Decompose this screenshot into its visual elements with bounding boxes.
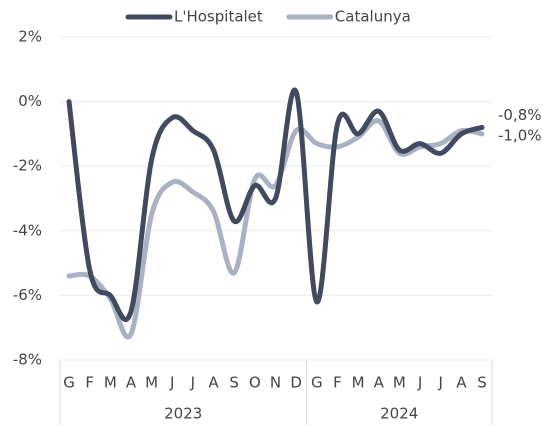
end-label: -1,0% <box>498 126 542 144</box>
x-tick-label: J <box>169 374 174 392</box>
x-tick-label: G <box>63 374 75 392</box>
x-tick-label: M <box>145 374 158 392</box>
x-tick-label: G <box>311 374 323 392</box>
y-tick-label: -8% <box>13 351 42 369</box>
x-tick-label: S <box>229 374 239 392</box>
x-tick-label: A <box>374 374 385 392</box>
x-tick-label: F <box>333 374 342 392</box>
legend-label: Catalunya <box>335 8 411 26</box>
x-tick-label: A <box>456 374 467 392</box>
y-tick-label: 0% <box>18 92 42 110</box>
x-tick-label: J <box>437 374 442 392</box>
x-tick-label: A <box>208 374 219 392</box>
y-tick-label: 2% <box>18 28 42 46</box>
y-tick-label: -4% <box>13 221 42 239</box>
series-line <box>66 87 485 322</box>
series-line <box>66 118 485 340</box>
x-tick-label: J <box>417 374 422 392</box>
x-tick-label: F <box>85 374 94 392</box>
y-tick-label: -2% <box>13 157 42 175</box>
x-tick-label: M <box>104 374 117 392</box>
x-tick-label: A <box>126 374 137 392</box>
x-tick-label: N <box>270 374 281 392</box>
legend-label: L'Hospitalet <box>174 8 263 26</box>
x-tick-label: D <box>290 374 302 392</box>
x-tick-label: S <box>477 374 487 392</box>
group-label: 2023 <box>164 405 202 423</box>
end-label: -0,8% <box>498 106 542 124</box>
group-label: 2024 <box>380 405 418 423</box>
y-tick-label: -6% <box>13 286 42 304</box>
x-tick-label: M <box>393 374 406 392</box>
x-tick-label: J <box>190 374 195 392</box>
x-tick-label: M <box>352 374 365 392</box>
x-tick-label: O <box>249 374 261 392</box>
